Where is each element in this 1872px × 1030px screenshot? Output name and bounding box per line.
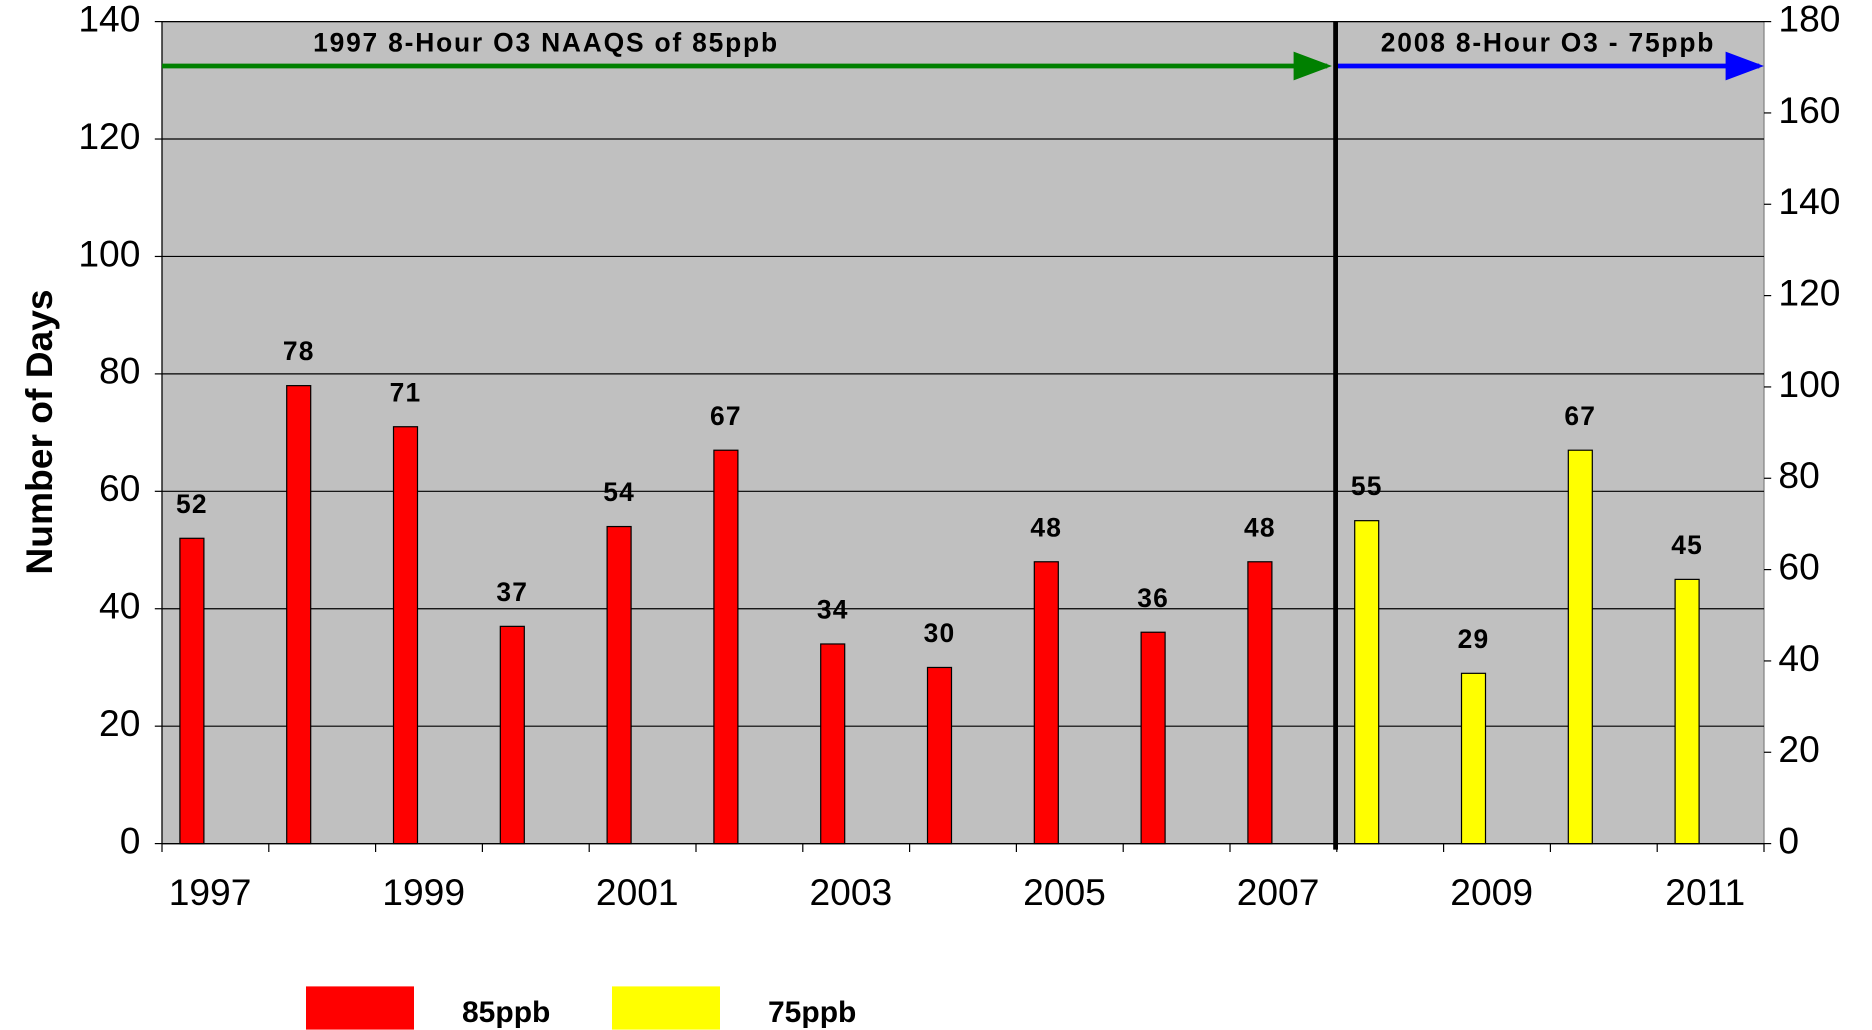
x-tick-label: 1997 <box>169 871 252 913</box>
bar <box>1247 561 1273 845</box>
data-label: 29 <box>1458 624 1490 654</box>
bar <box>1354 520 1380 845</box>
bar <box>713 449 739 845</box>
data-label: 71 <box>390 377 422 407</box>
plot-area <box>161 21 1765 845</box>
bar <box>499 625 525 845</box>
x-tick-label: 2001 <box>596 871 679 913</box>
bar <box>1460 672 1487 845</box>
x-tick-label: 2005 <box>1023 871 1106 913</box>
bar <box>179 537 205 845</box>
y2-tick-label: 140 <box>1778 180 1840 222</box>
data-label: 36 <box>1137 583 1169 613</box>
data-label: 45 <box>1671 530 1703 560</box>
y-tick-label: 0 <box>120 819 141 861</box>
y2-tick-label: 180 <box>1778 0 1840 39</box>
bar <box>1567 449 1593 845</box>
bar <box>1674 578 1700 845</box>
bar <box>820 643 846 845</box>
y2-tick-label: 60 <box>1778 545 1819 587</box>
x-tick-label: 2011 <box>1665 871 1745 913</box>
legend-swatch <box>612 986 720 1030</box>
y-tick-label: 120 <box>78 115 140 157</box>
y2-tick-label: 160 <box>1778 89 1840 131</box>
y-tick-label: 140 <box>78 0 140 39</box>
bar <box>392 426 419 845</box>
bar <box>1140 631 1166 845</box>
data-label: 78 <box>283 336 315 366</box>
y-tick-label: 20 <box>99 702 140 744</box>
y-axis-label: Number of Days <box>18 289 60 574</box>
legend-label: 75ppb <box>768 996 856 1029</box>
bar <box>1033 561 1059 845</box>
bar <box>286 385 312 845</box>
y-tick-label: 40 <box>99 585 140 627</box>
legend-swatch <box>306 986 414 1030</box>
y2-tick-label: 120 <box>1778 271 1840 313</box>
legend-label: 85ppb <box>462 996 550 1029</box>
x-tick-label: 2007 <box>1237 871 1320 913</box>
data-label: 67 <box>1564 401 1596 431</box>
bar <box>926 666 953 845</box>
data-label: 48 <box>1030 512 1062 542</box>
data-label: 54 <box>603 477 635 507</box>
y2-tick-label: 100 <box>1778 363 1840 405</box>
y2-tick-label: 40 <box>1778 637 1819 679</box>
annotation: 1997 8-Hour O3 NAAQS of 85ppb <box>313 27 779 57</box>
y2-tick-label: 20 <box>1778 728 1819 770</box>
y-tick-label: 100 <box>78 232 140 274</box>
y2-tick-label: 0 <box>1778 819 1799 861</box>
data-label: 52 <box>176 489 208 519</box>
data-label: 30 <box>924 618 956 648</box>
annotation: 2008 8-Hour O3 - 75ppb <box>1381 27 1715 57</box>
x-tick-label: 2009 <box>1450 871 1533 913</box>
data-label: 67 <box>710 401 742 431</box>
data-label: 48 <box>1244 512 1276 542</box>
data-label: 55 <box>1351 471 1383 501</box>
x-tick-label: 1999 <box>382 871 465 913</box>
bar <box>606 525 632 845</box>
data-label: 34 <box>817 595 849 625</box>
x-tick-label: 2003 <box>809 871 892 913</box>
y-tick-label: 80 <box>99 350 140 392</box>
y-tick-label: 60 <box>99 467 140 509</box>
data-label: 37 <box>496 577 528 607</box>
y2-tick-label: 80 <box>1778 454 1819 496</box>
